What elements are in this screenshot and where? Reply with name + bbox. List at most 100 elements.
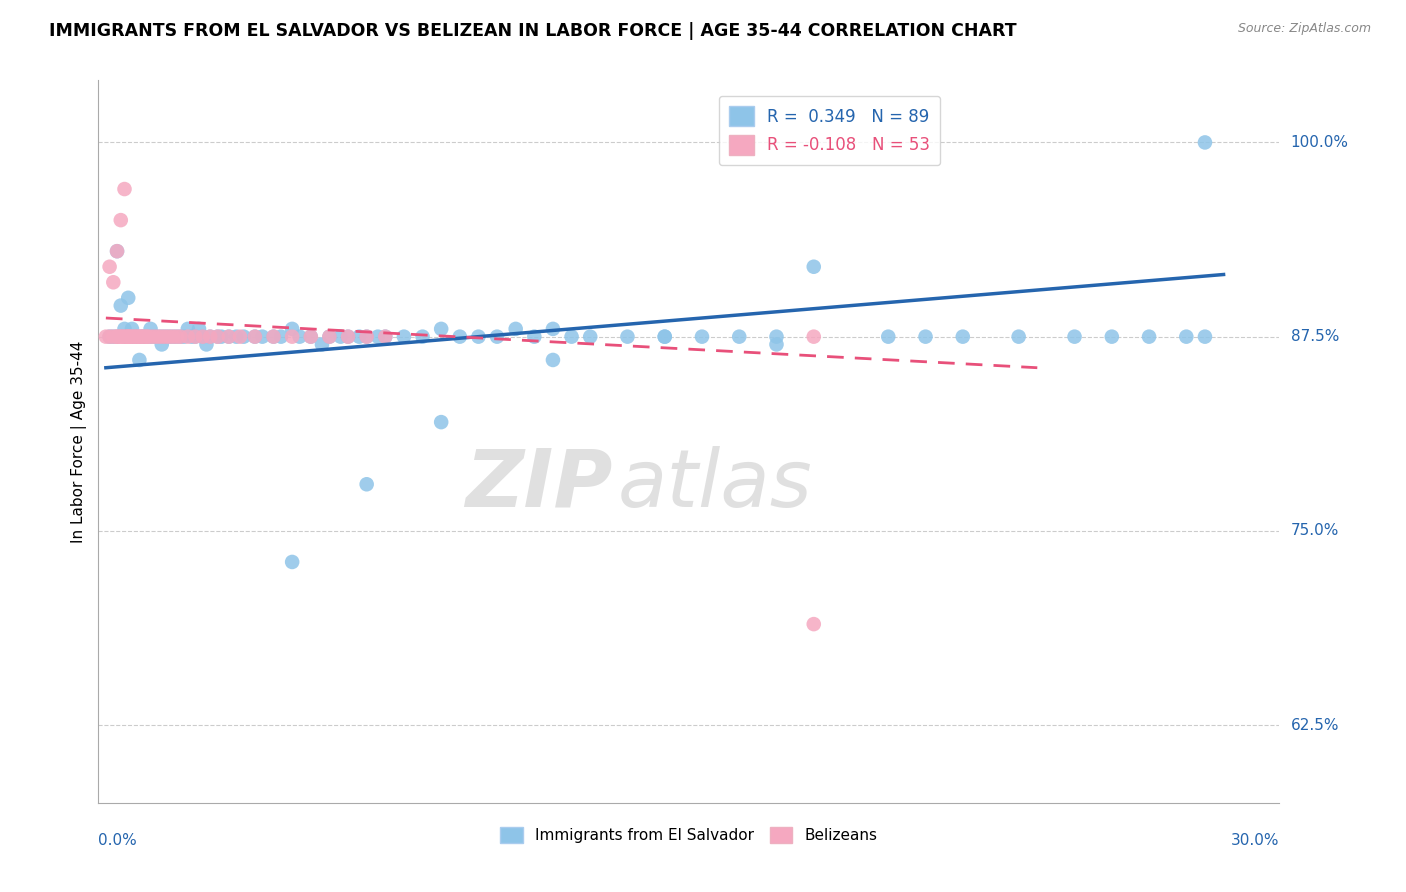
Point bbox=[1175, 329, 1198, 343]
Point bbox=[1101, 329, 1123, 343]
Point bbox=[198, 329, 221, 343]
Text: ZIP: ZIP bbox=[465, 446, 612, 524]
Point bbox=[117, 329, 139, 343]
Point bbox=[110, 299, 132, 313]
Point bbox=[281, 555, 304, 569]
Point bbox=[184, 329, 207, 343]
Point bbox=[103, 275, 125, 289]
Point bbox=[195, 337, 218, 351]
Point bbox=[347, 329, 370, 343]
Point bbox=[124, 329, 146, 343]
Point bbox=[1063, 329, 1085, 343]
Point bbox=[105, 329, 128, 343]
Point bbox=[207, 329, 229, 343]
Text: atlas: atlas bbox=[619, 446, 813, 524]
Text: 30.0%: 30.0% bbox=[1232, 833, 1279, 848]
Point bbox=[356, 329, 378, 343]
Point bbox=[654, 329, 676, 343]
Point bbox=[157, 329, 180, 343]
Point bbox=[561, 329, 583, 343]
Point bbox=[114, 329, 136, 343]
Point bbox=[94, 329, 117, 343]
Point bbox=[356, 329, 378, 343]
Point bbox=[486, 329, 509, 343]
Point bbox=[110, 329, 132, 343]
Legend: Immigrants from El Salvador, Belizeans: Immigrants from El Salvador, Belizeans bbox=[494, 822, 884, 849]
Point bbox=[135, 329, 157, 343]
Point bbox=[263, 329, 285, 343]
Point bbox=[128, 353, 150, 368]
Point bbox=[523, 329, 546, 343]
Point bbox=[121, 322, 143, 336]
Point bbox=[132, 329, 155, 343]
Point bbox=[252, 329, 274, 343]
Point bbox=[877, 329, 900, 343]
Point bbox=[132, 329, 155, 343]
Point bbox=[367, 329, 389, 343]
Text: Source: ZipAtlas.com: Source: ZipAtlas.com bbox=[1237, 22, 1371, 36]
Point bbox=[121, 329, 143, 343]
Point bbox=[103, 329, 125, 343]
Point bbox=[124, 329, 146, 343]
Point bbox=[412, 329, 434, 343]
Point bbox=[616, 329, 638, 343]
Point bbox=[803, 329, 825, 343]
Point bbox=[191, 329, 214, 343]
Point bbox=[243, 329, 266, 343]
Point bbox=[765, 337, 787, 351]
Point bbox=[232, 329, 254, 343]
Point bbox=[311, 337, 333, 351]
Text: 0.0%: 0.0% bbox=[98, 833, 138, 848]
Point bbox=[128, 329, 150, 343]
Point bbox=[541, 322, 564, 336]
Point bbox=[430, 415, 453, 429]
Point bbox=[467, 329, 489, 343]
Point bbox=[229, 329, 252, 343]
Point bbox=[162, 329, 184, 343]
Point bbox=[103, 329, 125, 343]
Point bbox=[128, 329, 150, 343]
Point bbox=[114, 329, 136, 343]
Point bbox=[209, 329, 232, 343]
Point bbox=[117, 329, 139, 343]
Point bbox=[139, 329, 162, 343]
Point bbox=[105, 244, 128, 259]
Point bbox=[157, 329, 180, 343]
Point bbox=[150, 329, 173, 343]
Point bbox=[1137, 329, 1160, 343]
Point bbox=[132, 329, 155, 343]
Point bbox=[150, 329, 173, 343]
Point bbox=[117, 329, 139, 343]
Point bbox=[263, 329, 285, 343]
Point bbox=[690, 329, 713, 343]
Point bbox=[155, 329, 177, 343]
Point bbox=[1194, 136, 1216, 150]
Point bbox=[114, 182, 136, 196]
Point bbox=[803, 260, 825, 274]
Point bbox=[952, 329, 974, 343]
Point bbox=[505, 322, 527, 336]
Point bbox=[318, 329, 340, 343]
Point bbox=[191, 329, 214, 343]
Point bbox=[654, 329, 676, 343]
Point bbox=[270, 329, 292, 343]
Point bbox=[180, 329, 202, 343]
Point bbox=[288, 329, 311, 343]
Point bbox=[765, 329, 787, 343]
Point bbox=[281, 329, 304, 343]
Point bbox=[430, 322, 453, 336]
Point bbox=[132, 329, 155, 343]
Point bbox=[155, 329, 177, 343]
Point bbox=[117, 291, 139, 305]
Point bbox=[299, 329, 322, 343]
Point bbox=[579, 329, 602, 343]
Point bbox=[1194, 329, 1216, 343]
Point bbox=[449, 329, 471, 343]
Point bbox=[1008, 329, 1031, 343]
Point bbox=[374, 329, 396, 343]
Point bbox=[177, 322, 200, 336]
Point bbox=[98, 329, 121, 343]
Point bbox=[166, 329, 188, 343]
Point bbox=[218, 329, 240, 343]
Point bbox=[728, 329, 751, 343]
